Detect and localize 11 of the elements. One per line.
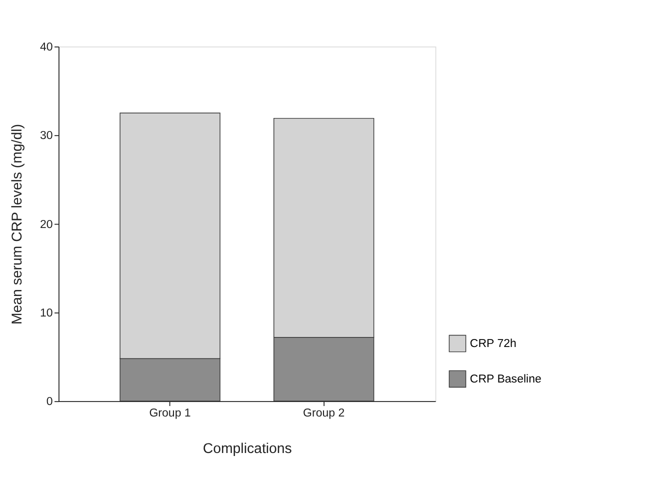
y-axis-title: Mean serum CRP levels (mg/dl) (9, 124, 26, 325)
y-tick-label: 40 (40, 41, 53, 54)
y-tick-label: 10 (40, 307, 53, 320)
x-tick-label: Group 2 (303, 408, 345, 420)
legend-label: CRP 72h (470, 338, 516, 350)
legend-label: CRP Baseline (470, 374, 542, 386)
x-axis-title: Complications (202, 441, 292, 458)
x-tick-label: Group 1 (149, 408, 191, 420)
y-tick-label: 0 (46, 396, 53, 408)
y-tick-label: 20 (40, 218, 53, 231)
y-tick-label: 30 (40, 130, 53, 142)
